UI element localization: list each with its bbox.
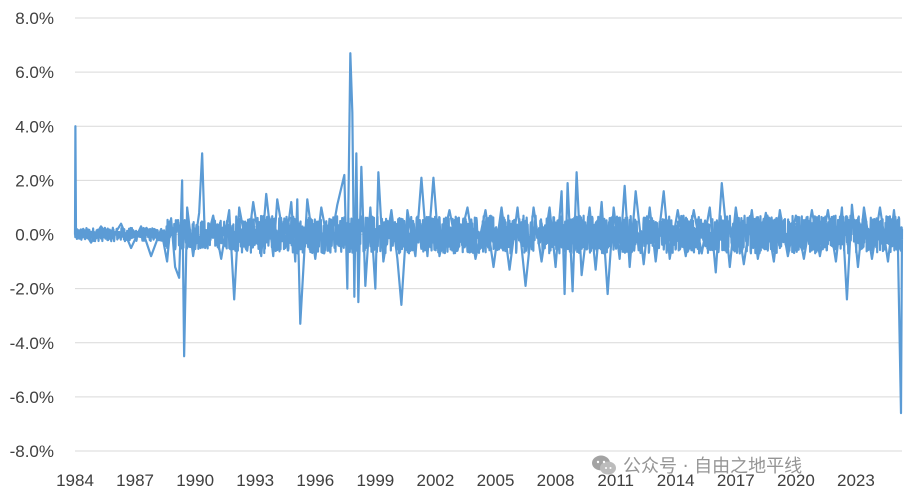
x-tick-label: 2002 xyxy=(417,471,455,490)
x-tick-label: 1993 xyxy=(236,471,274,490)
x-tick-label: 1987 xyxy=(116,471,154,490)
series-daily-returns xyxy=(73,52,904,415)
watermark: 公众号 · 自由之地平线 xyxy=(591,452,802,478)
wechat-icon xyxy=(592,455,616,475)
y-axis-tick-labels: 8.0% 6.0% 4.0% 2.0% 0.0% -2.0% -4.0% -6.0% -8.0% xyxy=(10,9,54,461)
x-tick-label: 1999 xyxy=(356,471,394,490)
y-tick-label: 0.0% xyxy=(15,226,54,245)
y-tick-label: -6.0% xyxy=(10,388,54,407)
x-tick-label: 2011 xyxy=(597,471,634,490)
y-tick-label: -2.0% xyxy=(10,280,54,299)
watermark-text: 公众号 · 自由之地平线 xyxy=(623,456,803,477)
y-tick-label: 4.0% xyxy=(15,117,54,136)
x-tick-label: 2017 xyxy=(717,471,755,490)
x-tick-label: 2005 xyxy=(477,471,515,490)
x-tick-label: 2014 xyxy=(657,471,695,490)
x-tick-label: 2008 xyxy=(537,471,575,490)
x-tick-label: 2020 xyxy=(777,471,815,490)
x-tick-label: 1990 xyxy=(176,471,214,490)
x-tick-label: 1996 xyxy=(296,471,334,490)
y-tick-label: -4.0% xyxy=(10,334,54,353)
x-tick-label: 1984 xyxy=(56,471,94,490)
y-tick-label: 2.0% xyxy=(15,171,54,190)
y-tick-label: -8.0% xyxy=(10,442,54,461)
y-tick-label: 6.0% xyxy=(15,63,54,82)
x-tick-label: 2023 xyxy=(837,471,875,490)
x-axis-tick-labels: 1984 1987 1990 1993 1996 1999 2002 2005 2008 2011… xyxy=(56,471,875,490)
series-line xyxy=(73,52,904,415)
y-tick-label: 8.0% xyxy=(15,9,54,28)
